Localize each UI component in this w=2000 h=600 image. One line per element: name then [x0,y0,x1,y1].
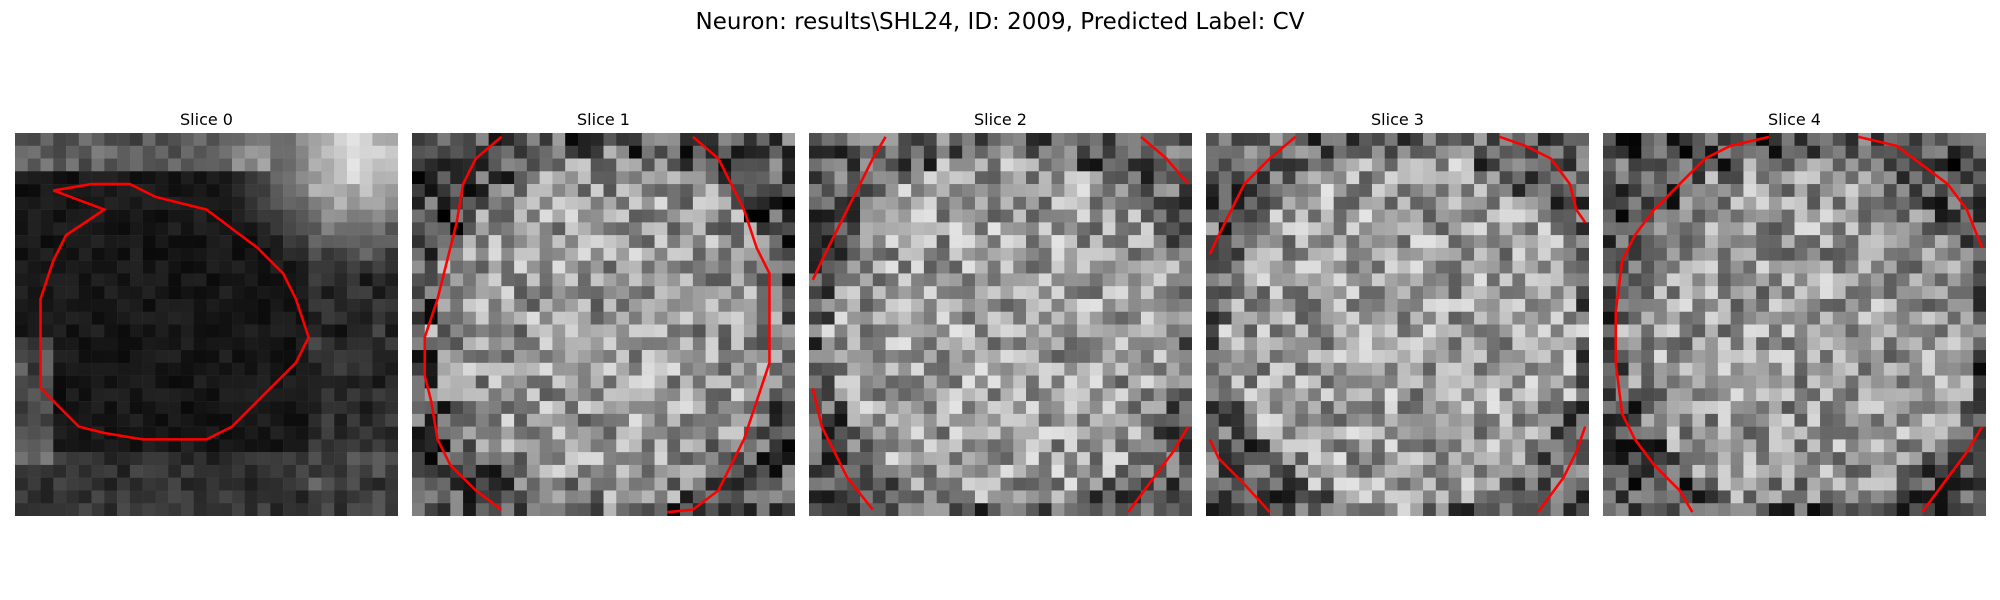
slice-image-2 [809,133,1192,516]
slice-title: Slice 3 [1371,110,1424,129]
pixel-grid [15,133,398,516]
neuron-contour [811,136,887,281]
neuron-contour [1536,426,1587,513]
neuron-contour [1921,425,1984,513]
slice-title: Slice 2 [974,110,1027,129]
neuron-contour [1858,135,1984,249]
pixel-grid [412,133,795,516]
slice-panel-4: Slice 4 [1603,110,1986,516]
neuron-contour [423,135,503,511]
pixel-grid [809,133,1192,516]
slice-title: Slice 4 [1768,110,1821,129]
neuron-contour [811,388,874,511]
slice-panel-2: Slice 2 [809,110,1192,516]
figure-title: Neuron: results\SHL24, ID: 2009, Predict… [695,9,1305,35]
slice-panel-1: Slice 1 [412,110,795,516]
slice-image-0 [15,133,398,516]
neuron-contour [39,182,311,441]
slice-panel-3: Slice 3 [1206,110,1589,516]
slice-panel-0: Slice 0 [15,110,398,516]
slice-image-1 [412,133,795,516]
neuron-contour [1127,425,1190,513]
neuron-contour [1140,135,1190,185]
pixel-grid [1603,133,1986,516]
slice-image-4 [1603,133,1986,516]
neuron-contour [667,135,771,514]
neuron-contour [1208,438,1271,514]
slice-title: Slice 1 [577,110,630,129]
neuron-contour [1499,135,1587,224]
neuron-contour [1614,135,1770,513]
slice-title: Slice 0 [180,110,233,129]
neuron-contour [1208,135,1297,255]
pixel-grid [1206,133,1589,516]
slice-image-3 [1206,133,1589,516]
